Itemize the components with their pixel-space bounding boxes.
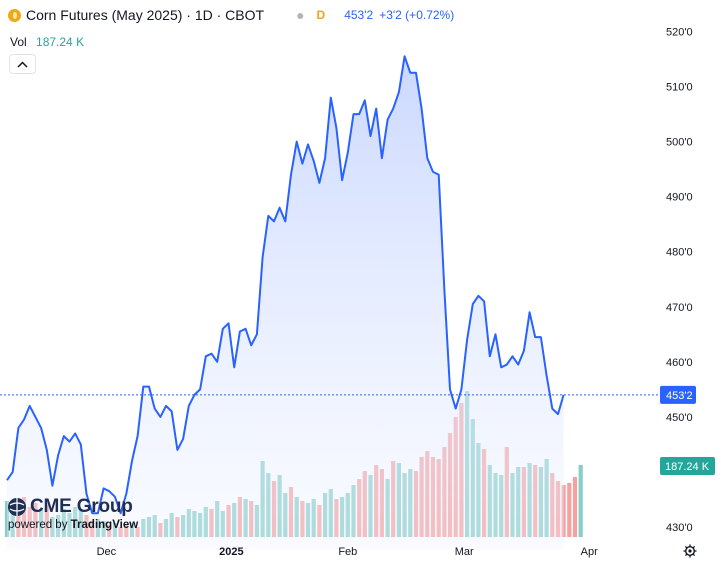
cme-tradingview-logo[interactable]: CME Group powered by TradingView (7, 496, 138, 531)
y-tick-label: 500'0 (666, 137, 693, 149)
price-area (7, 56, 564, 550)
y-tick-label: 460'0 (666, 357, 693, 369)
collapse-legend-button[interactable] (9, 54, 36, 74)
volume-bar (578, 465, 583, 537)
last-volume-axis-label: 187.24 K (665, 461, 710, 473)
price-line (6, 55, 565, 515)
tradingview-text: TradingView (70, 519, 139, 531)
price-axis: 430'0 450'0 460'0 470'0 480'0 490'0 500'0 510'0… (666, 27, 693, 535)
x-tick-label: Mar (455, 546, 474, 558)
x-tick-label: 2025 (219, 546, 243, 558)
volume-label: Vol (10, 35, 27, 49)
chevron-up-icon (17, 60, 28, 68)
chart-title: Corn Futures (May 2025) · 1D · CBOT (26, 7, 265, 23)
settings-button[interactable] (683, 544, 697, 561)
volume-bar (567, 483, 572, 537)
cme-globe-icon (8, 498, 26, 516)
y-tick-label: 490'0 (666, 192, 693, 204)
market-status-dot-icon: ● (296, 7, 305, 23)
last-price-axis-label: 453'2 (666, 390, 693, 402)
y-tick-label: 430'0 (666, 522, 693, 534)
y-tick-label: 520'0 (666, 27, 693, 39)
volume-value: 187.24 K (36, 35, 85, 49)
axis-labels: 453'2 187.24 K (660, 385, 715, 475)
volume-bar (572, 477, 578, 537)
interval-badge[interactable]: D (316, 8, 326, 22)
price-change: +3'2 (+0.72%) (379, 8, 455, 22)
time-axis: Dec 2025 Feb Mar Apr (97, 546, 598, 558)
last-price: 453'2 (344, 8, 374, 22)
cme-brand-text: CME Group (30, 496, 133, 517)
gear-icon (683, 544, 697, 558)
y-tick-label: 480'0 (666, 247, 693, 259)
chart-header: Corn Futures (May 2025) · 1D · CBOT ● D … (8, 7, 454, 23)
powered-by-text: powered by (8, 519, 68, 531)
x-tick-label: Feb (338, 546, 357, 558)
volume-legend: Vol 187.24 K (10, 35, 84, 49)
corn-coin-icon (8, 8, 21, 22)
y-tick-label: 470'0 (666, 302, 693, 314)
last-price-label-bg (660, 385, 696, 404)
y-tick-label: 450'0 (666, 412, 693, 424)
x-tick-label: Apr (581, 546, 598, 558)
x-tick-label: Dec (97, 546, 117, 558)
last-volume-label-bg (660, 457, 715, 475)
y-tick-label: 510'0 (666, 82, 693, 94)
powered-by: powered by TradingView (8, 519, 138, 531)
